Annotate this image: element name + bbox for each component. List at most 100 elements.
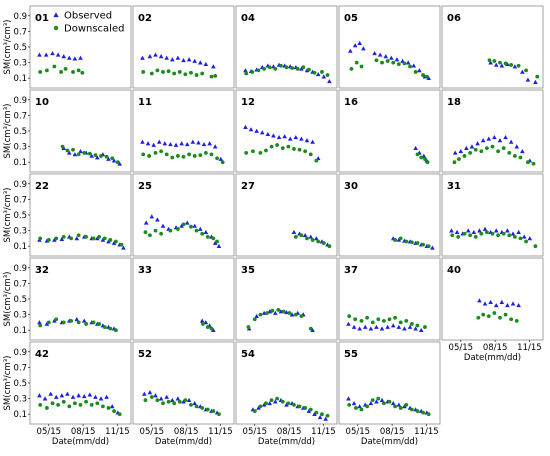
downscaled-point xyxy=(166,69,171,74)
downscaled-point xyxy=(354,60,359,65)
observed-point xyxy=(72,152,78,157)
downscaled-point xyxy=(533,244,538,249)
observed-point xyxy=(396,237,402,242)
observed-point xyxy=(218,156,224,161)
observed-point xyxy=(74,316,80,322)
downscaled-point xyxy=(408,64,412,69)
y-axis-label: SM(cm³/cm³) xyxy=(3,356,13,411)
observed-point xyxy=(65,391,70,396)
downscaled-point xyxy=(423,325,427,329)
downscaled-point xyxy=(301,65,306,70)
observed-point xyxy=(379,397,385,402)
observed-point xyxy=(140,139,145,144)
y-tick-label: 0.7 xyxy=(13,111,27,121)
observed-point xyxy=(170,57,175,62)
observed-point xyxy=(216,243,222,249)
observed-point xyxy=(402,404,407,409)
downscaled-point xyxy=(69,236,74,241)
y-tick-label: 0.9 xyxy=(13,180,27,190)
observed-point xyxy=(499,299,505,304)
downscaled-point xyxy=(114,328,118,333)
downscaled-point xyxy=(462,154,467,158)
panel-id-label: 01 xyxy=(35,13,49,24)
downscaled-point xyxy=(38,402,43,407)
observed-point xyxy=(192,58,197,63)
observed-point xyxy=(175,55,181,60)
downscaled-point xyxy=(492,59,497,63)
observed-point xyxy=(482,301,488,306)
y-tick-label: 0.1 xyxy=(13,410,27,420)
downscaled-point xyxy=(71,147,75,152)
downscaled-point xyxy=(108,326,113,331)
observed-point xyxy=(426,75,431,81)
downscaled-point xyxy=(153,228,158,233)
observed-point xyxy=(168,141,173,147)
downscaled-point xyxy=(76,320,81,325)
y-tick-label: 0.3 xyxy=(13,143,27,153)
downscaled-point xyxy=(172,71,177,76)
downscaled-point xyxy=(382,401,386,406)
downscaled-point xyxy=(320,70,324,74)
x-tick-label: 08/15 xyxy=(71,427,96,437)
downscaled-point xyxy=(194,73,199,77)
observed-point xyxy=(287,136,293,141)
downscaled-point xyxy=(117,412,122,417)
observed-point xyxy=(181,57,186,63)
downscaled-point xyxy=(189,402,193,407)
downscaled-point xyxy=(84,234,88,239)
observed-point xyxy=(186,57,192,62)
downscaled-point xyxy=(305,236,309,241)
observed-point xyxy=(261,402,267,407)
panel-id-label: 37 xyxy=(344,265,358,276)
panel-31: 31 xyxy=(441,173,544,257)
downscaled-point xyxy=(423,157,427,161)
downscaled-point xyxy=(194,404,199,409)
observed-point xyxy=(512,64,518,69)
downscaled-point xyxy=(264,148,268,153)
observed-point xyxy=(207,141,212,146)
observed-point xyxy=(411,63,417,68)
y-tick-label: 0.9 xyxy=(13,96,27,106)
observed-point xyxy=(67,55,72,60)
downscaled-point xyxy=(501,146,506,151)
observed-point xyxy=(514,144,520,149)
legend-downscaled-label: Downscaled xyxy=(64,24,124,35)
observed-point xyxy=(302,232,308,238)
downscaled-point xyxy=(310,238,315,242)
panel-id-label: 55 xyxy=(344,349,358,360)
panel-id-label: 25 xyxy=(138,181,152,192)
downscaled-point xyxy=(161,70,165,74)
x-axis-label: Date(mm/dd) xyxy=(361,437,418,447)
downscaled-point xyxy=(409,407,414,412)
observed-point xyxy=(211,64,216,69)
downscaled-point xyxy=(404,318,409,323)
observed-point xyxy=(413,326,418,331)
downscaled-point xyxy=(189,70,193,75)
x-tick-label: 05/15 xyxy=(346,427,371,437)
downscaled-point xyxy=(314,410,319,415)
downscaled-point xyxy=(194,228,199,233)
observed-point xyxy=(265,131,271,136)
observed-point xyxy=(203,320,209,325)
downscaled-point xyxy=(303,406,308,410)
observed-point xyxy=(48,391,53,396)
downscaled-point xyxy=(76,68,81,73)
observed-point xyxy=(78,55,83,60)
observed-point xyxy=(170,397,175,402)
downscaled-point xyxy=(76,152,81,157)
y-tick-label: 0.3 xyxy=(13,227,27,237)
downscaled-point xyxy=(141,70,146,74)
observed-point xyxy=(346,396,351,401)
y-axis-label: SM(cm³/cm³) xyxy=(3,20,13,75)
downscaled-point xyxy=(209,74,214,79)
observed-point xyxy=(44,321,50,326)
downscaled-point xyxy=(61,320,66,325)
observed-point xyxy=(374,399,379,404)
downscaled-point xyxy=(490,231,495,236)
downscaled-point xyxy=(509,63,514,67)
downscaled-point xyxy=(115,160,120,165)
observed-point xyxy=(357,404,362,409)
panel-frame xyxy=(338,89,441,173)
observed-point xyxy=(273,399,278,404)
